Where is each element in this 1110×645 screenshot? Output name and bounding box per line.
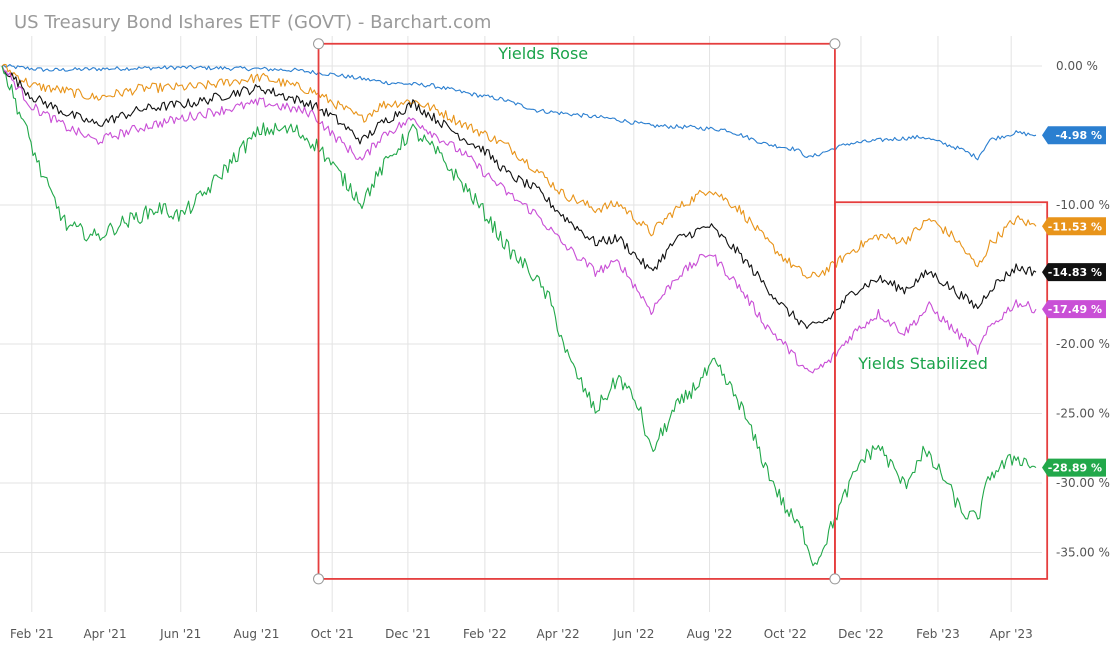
- chart-title: US Treasury Bond Ishares ETF (GOVT) - Ba…: [14, 12, 491, 33]
- x-tick-label: Apr '22: [537, 627, 580, 641]
- last-value-badges: -4.98 % -11.53 % -14.83 % -17.49 % -28.89 %: [1042, 126, 1106, 477]
- badge-value: -4.98 %: [1055, 129, 1102, 142]
- x-tick-label: Dec '21: [385, 627, 431, 641]
- last-value-badge: -14.83 %: [1042, 263, 1106, 282]
- annotation-boxes: [313, 38, 1049, 585]
- badge-background: [1042, 263, 1106, 282]
- badge-background: [1042, 300, 1106, 319]
- x-axis-labels: Feb '21 Apr '21 Jun '21 Aug '21 Oct '21 Dec '…: [10, 627, 1033, 641]
- y-tick-label: -10.00 %: [1056, 198, 1110, 212]
- y-tick-label: 0.00 %: [1056, 59, 1098, 73]
- annotation-label: Yields Stabilized: [857, 354, 988, 373]
- badge-background: [1042, 458, 1106, 477]
- box-handle: [829, 573, 841, 585]
- badge-background: [1042, 126, 1106, 145]
- series-line: [1, 65, 1037, 567]
- annotations: Yields Rose Yields Stabilized: [497, 44, 988, 373]
- x-tick-label: Aug '22: [687, 627, 733, 641]
- y-axis-labels: 0.00 % -10.00 % -20.00 % -25.00 % -30.00 % -3…: [1056, 59, 1110, 560]
- box-handle: [829, 38, 841, 50]
- x-tick-label: Oct '22: [764, 627, 807, 641]
- series-line: [1, 63, 1037, 279]
- badge-background: [1042, 217, 1106, 236]
- x-tick-label: Apr '23: [990, 627, 1033, 641]
- last-value-badge: -11.53 %: [1042, 217, 1106, 236]
- last-value-badge: -17.49 %: [1042, 300, 1106, 319]
- highlight-box: [317, 42, 836, 580]
- badge-value: -17.49 %: [1048, 303, 1102, 316]
- y-tick-label: -30.00 %: [1056, 476, 1110, 490]
- last-value-badge: -4.98 %: [1042, 126, 1106, 145]
- annotation-label: Yields Rose: [497, 44, 588, 63]
- x-tick-label: Apr '21: [83, 627, 126, 641]
- y-tick-label: -35.00 %: [1056, 546, 1110, 560]
- x-tick-label: Feb '21: [10, 627, 54, 641]
- x-tick-label: Oct '21: [311, 627, 354, 641]
- x-tick-label: Dec '22: [838, 627, 884, 641]
- series-line: [1, 65, 1037, 330]
- series-lines: [1, 63, 1037, 567]
- y-tick-label: -20.00 %: [1056, 337, 1110, 351]
- badge-value: -28.89 %: [1048, 462, 1102, 475]
- x-tick-label: Jun '22: [612, 627, 654, 641]
- x-tick-label: Feb '22: [463, 627, 507, 641]
- series-line: [1, 64, 1037, 161]
- last-value-badge: -28.89 %: [1042, 458, 1106, 477]
- y-tick-label: -25.00 %: [1056, 407, 1110, 421]
- box-handle: [313, 38, 325, 50]
- x-tick-label: Jun '21: [159, 627, 201, 641]
- badge-value: -11.53 %: [1048, 220, 1102, 233]
- series-line: [1, 65, 1037, 374]
- x-tick-label: Aug '21: [234, 627, 280, 641]
- x-tick-label: Feb '23: [916, 627, 960, 641]
- badge-value: -14.83 %: [1048, 266, 1102, 279]
- highlight-box: [834, 201, 1049, 580]
- box-handle: [313, 573, 325, 585]
